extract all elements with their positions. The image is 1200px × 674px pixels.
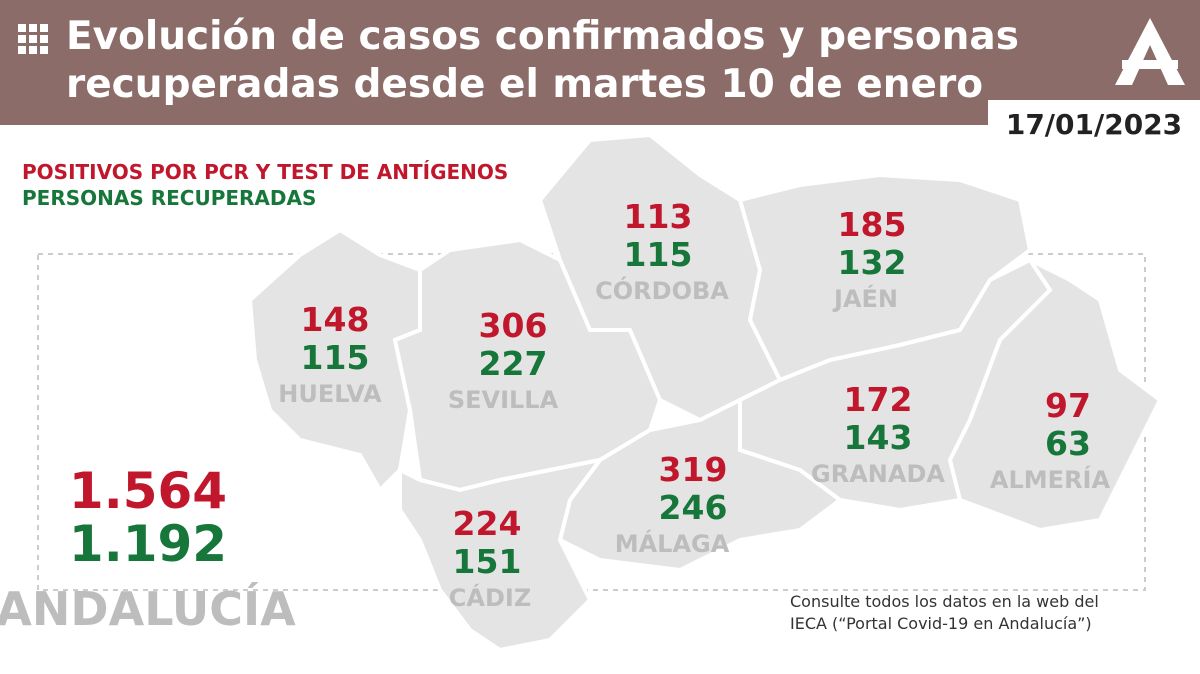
province-positives: 224 (452, 504, 522, 543)
province-name: HUELVA (278, 380, 382, 408)
province-positives: 172 (843, 380, 913, 419)
province-positives: 185 (837, 205, 907, 244)
province-name: CÓRDOBA (595, 277, 729, 305)
almeria-shape (947, 254, 1163, 533)
cadiz-shape (398, 457, 605, 653)
province-name: MÁLAGA (614, 530, 730, 558)
total-recovered: 1.192 (68, 515, 228, 573)
province-positives: 97 (1045, 386, 1091, 425)
province-recovered: 63 (1045, 424, 1091, 463)
province-recovered: 115 (623, 235, 693, 274)
total-positives: 1.564 (68, 462, 228, 520)
province-name: GRANADA (811, 460, 945, 488)
title: Evolución de casos confirmados y persona… (66, 14, 1019, 59)
province-positives: 148 (300, 300, 370, 339)
menu-icon (18, 24, 48, 54)
province-recovered: 246 (658, 488, 728, 527)
province-recovered: 115 (300, 338, 370, 377)
footer-note: Consulte todos los datos en la web del (790, 592, 1099, 611)
date: 17/01/2023 (988, 100, 1200, 146)
province-recovered: 151 (452, 542, 522, 581)
title: recuperadas desde el martes 10 de enero (66, 62, 983, 107)
province-name: ALMERÍA (989, 466, 1111, 494)
province-positives: 306 (478, 306, 548, 345)
province-name: CÁDIZ (448, 584, 532, 612)
province-positives: 113 (623, 197, 693, 236)
province-name: JAÉN (834, 285, 898, 313)
legend-positives: POSITIVOS POR PCR Y TEST DE ANTÍGENOS (22, 160, 509, 184)
total-name: ANDALUCÍA (0, 582, 296, 636)
footer-note: IECA (“Portal Covid-19 en Andalucía”) (790, 614, 1092, 633)
logo (1115, 18, 1185, 85)
province-recovered: 132 (837, 243, 907, 282)
provinces (247, 132, 1163, 653)
province-recovered: 143 (843, 418, 913, 457)
legend-recovered: PERSONAS RECUPERADAS (22, 186, 317, 210)
province-name: SEVILLA (447, 386, 559, 414)
province-positives: 319 (658, 450, 728, 489)
province-recovered: 227 (478, 344, 548, 383)
